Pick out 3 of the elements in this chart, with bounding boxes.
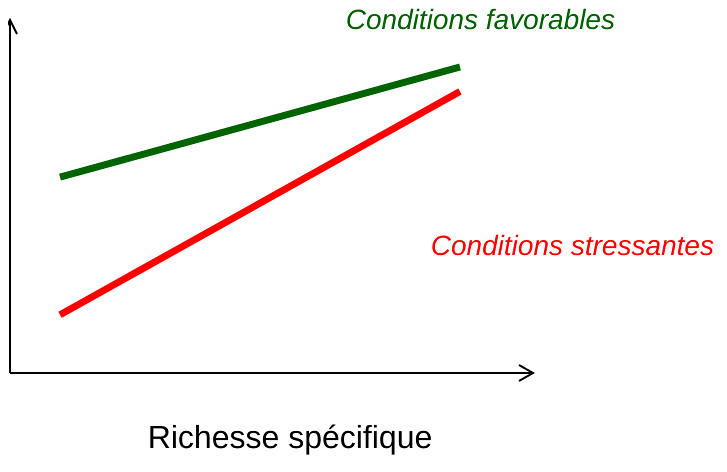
series-label: Conditions favorables [346,4,615,35]
text: Conditions stressantes [430,230,714,262]
x-axis-title: Richesse spécifique [148,419,432,455]
